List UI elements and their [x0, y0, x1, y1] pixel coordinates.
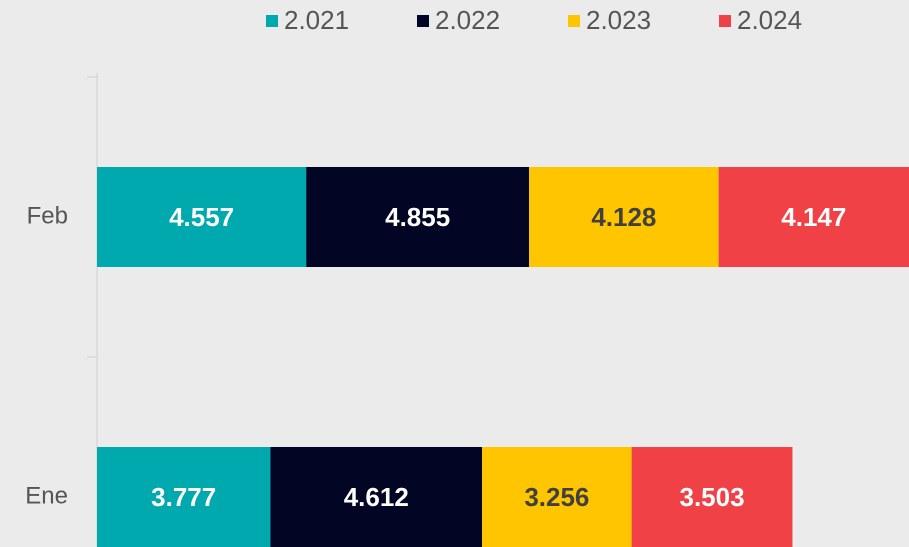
legend-swatch: [417, 15, 429, 27]
legend-swatch: [568, 15, 580, 27]
bar-segment: [270, 447, 483, 547]
bar-segment: [97, 447, 271, 547]
bar-segment: [631, 447, 793, 547]
category-label: Ene: [25, 482, 68, 509]
legend-label: 2.022: [435, 5, 500, 35]
bar-segment: [97, 167, 307, 267]
value-label: 4.557: [169, 202, 234, 232]
value-label: 4.128: [591, 202, 656, 232]
value-label: 3.777: [151, 482, 216, 512]
value-label: 4.855: [385, 202, 450, 232]
bar-segment: [529, 167, 719, 267]
category-label: Feb: [27, 202, 68, 229]
legend-label: 2.024: [737, 5, 802, 35]
legend-swatch: [266, 15, 278, 27]
value-label: 4.612: [344, 482, 409, 512]
value-label: 3.256: [524, 482, 589, 512]
bar-segment: [718, 167, 909, 267]
legend-label: 2.023: [586, 5, 651, 35]
legend-swatch: [719, 15, 731, 27]
legend-label: 2.021: [284, 5, 349, 35]
value-label: 4.147: [781, 202, 846, 232]
bar-segment: [482, 447, 632, 547]
value-label: 3.503: [679, 482, 744, 512]
bar-segment: [306, 167, 530, 267]
